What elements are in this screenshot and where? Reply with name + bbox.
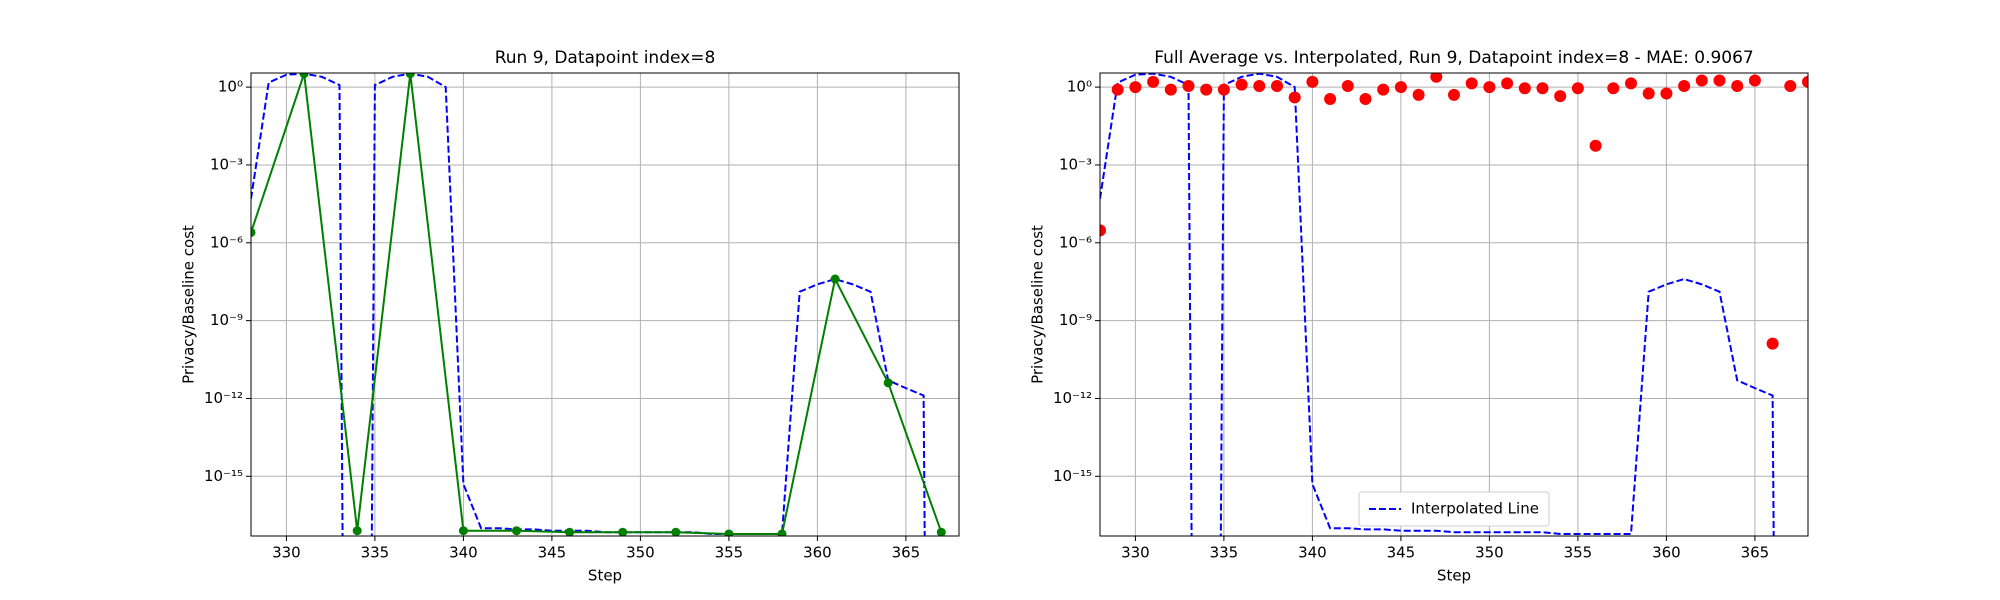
data-point [1642,87,1655,100]
x-tick-label: 355 [1564,544,1593,562]
data-point [777,529,787,536]
y-tick-label: 10⁻³ [210,155,243,173]
data-point [1288,91,1301,104]
data-point [1678,80,1691,93]
data-point [1271,80,1283,93]
data-point [1217,83,1230,96]
subplot: 330 335 340 345 350 355 360 365 10⁰ 10⁻³ 10⁻⁶ 10⁻⁹ 1… [180,48,960,585]
x-axis-label: Step [1437,567,1471,585]
x-tick-label: 330 [272,544,301,562]
data-point [299,73,309,79]
x-tick-label: 360 [803,544,832,562]
y-axis-label: Privacy/Baseline cost [1029,225,1047,384]
y-tick-label: 10⁻⁹ [210,311,243,329]
data-point [1748,74,1761,87]
x-tick-label: 360 [1652,544,1681,562]
data-point [1147,75,1160,88]
data-point [1430,73,1443,83]
legend-label: Interpolated Line [1411,500,1539,518]
data-point [1784,80,1797,93]
data-point [1802,75,1808,88]
data-point [1200,83,1213,96]
x-tick-label: 350 [626,544,655,562]
data-point [1129,81,1142,94]
series-line [1100,73,1775,536]
data-point [1589,139,1602,152]
data-point [1483,81,1496,94]
x-tick-label: 340 [449,544,478,562]
data-point [1536,82,1549,95]
y-tick-label: 10⁻⁶ [210,233,243,251]
axes-frame [250,72,960,537]
x-tick-label: 330 [1121,544,1150,562]
data-point [1554,90,1567,103]
x-tick-label: 365 [892,544,921,562]
x-tick-label: 350 [1475,544,1504,562]
data-point [1501,77,1514,90]
y-tick-label: 10⁻⁹ [1059,311,1092,329]
data-point [936,527,946,536]
x-tick-label: 335 [361,544,390,562]
y-tick-label: 10⁻³ [1059,155,1092,173]
x-tick-label: 340 [1298,544,1327,562]
legend-box [1358,491,1550,527]
series-line [251,73,926,536]
data-point [512,526,521,536]
data-point [405,73,415,79]
data-point [1111,83,1124,96]
y-tick-label: 10⁻¹⁵ [1053,467,1092,485]
y-tick-label: 10⁻¹² [1053,389,1092,407]
data-point [251,227,256,237]
data-point [1625,77,1637,90]
data-point [1100,224,1106,237]
chart-title: Full Average vs. Interpolated, Run 9, Da… [1154,48,1754,68]
data-point [1713,74,1726,87]
data-point [1235,78,1248,91]
x-tick-label: 345 [538,544,567,562]
data-point [1253,80,1266,93]
data-point [724,529,734,536]
data-point [352,526,362,536]
data-point [671,527,681,536]
y-tick-label: 10⁰ [218,78,243,96]
data-point [1182,80,1195,93]
data-point [883,378,893,388]
chart-title: Run 9, Datapoint index=8 [495,48,716,68]
data-point [458,526,468,536]
data-point [1731,80,1744,93]
data-point [1448,88,1460,101]
y-tick-label: 10⁻⁶ [1059,233,1092,251]
x-tick-label: 335 [1210,544,1239,562]
data-point [1766,337,1779,350]
y-tick-label: 10⁻¹⁵ [204,467,243,485]
data-point [1394,81,1407,94]
data-point [1660,87,1673,100]
data-point [1695,74,1708,87]
x-tick-label: 365 [1741,544,1770,562]
axes-frame [1099,72,1809,537]
data-point [565,527,575,536]
data-point [1518,82,1531,95]
data-point [1324,92,1337,105]
data-point [1607,82,1620,95]
subplot: 330 335 340 345 350 355 360 365 10⁰ 10⁻³ 10⁻⁶ 10⁻⁹ 1… [1029,48,1809,585]
data-point [1359,92,1372,105]
data-point [830,274,840,284]
y-axis-label: Privacy/Baseline cost [180,225,198,384]
data-point [1306,75,1319,88]
x-axis-label: Step [588,567,622,585]
data-point [1465,77,1478,90]
series-line [251,73,943,535]
data-point [618,527,628,536]
data-point [1412,88,1425,101]
data-point [1341,80,1354,93]
data-point [1377,83,1390,96]
y-tick-label: 10⁻¹² [204,389,243,407]
x-tick-label: 345 [1387,544,1416,562]
data-point [1571,82,1584,95]
x-tick-label: 355 [715,544,744,562]
data-point [1164,83,1177,96]
y-tick-label: 10⁰ [1067,78,1092,96]
